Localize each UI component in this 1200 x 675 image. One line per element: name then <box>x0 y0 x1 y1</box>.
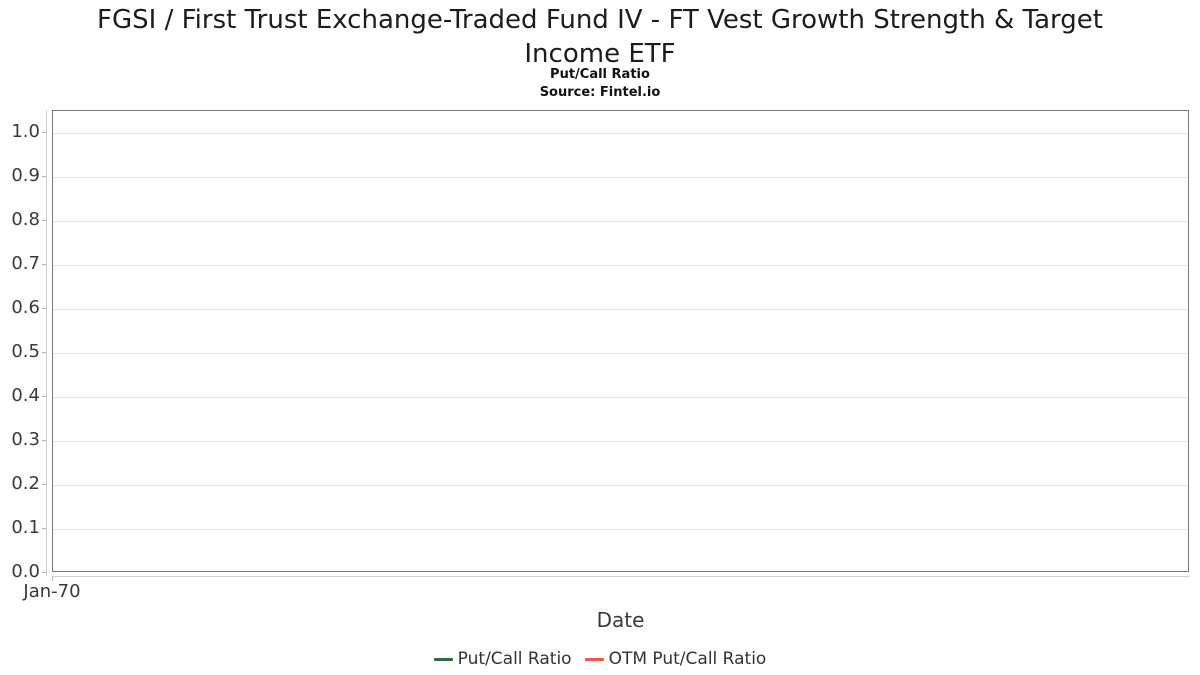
legend: Put/Call Ratio OTM Put/Call Ratio <box>0 649 1200 669</box>
legend-label: OTM Put/Call Ratio <box>608 649 767 669</box>
y-tick-mark <box>42 396 47 397</box>
y-tick-label: 0.0 <box>11 561 40 582</box>
y-tick-label: 0.5 <box>11 341 40 362</box>
gridline <box>53 441 1188 442</box>
plot-area <box>52 110 1189 572</box>
y-tick-mark <box>42 176 47 177</box>
gridline <box>53 529 1188 530</box>
y-tick-mark <box>42 308 47 309</box>
gridline <box>53 397 1188 398</box>
y-tick-mark <box>42 220 47 221</box>
chart-title: FGSI / First Trust Exchange-Traded Fund … <box>0 3 1200 71</box>
y-tick-label: 0.6 <box>11 297 40 318</box>
chart-title-line-2: Income ETF <box>524 39 676 69</box>
y-tick-mark <box>42 528 47 529</box>
y-tick-label: 0.7 <box>11 253 40 274</box>
gridline <box>53 133 1188 134</box>
y-tick-label: 0.3 <box>11 429 40 450</box>
y-tick-mark <box>42 132 47 133</box>
gridline <box>53 485 1188 486</box>
legend-line-swatch <box>584 657 604 661</box>
chart-source: Source: Fintel.io <box>539 85 661 100</box>
x-tick-mark <box>52 577 53 581</box>
y-tick-label: 1.0 <box>11 121 40 142</box>
gridline <box>53 221 1188 222</box>
gridline <box>53 309 1188 310</box>
y-axis-line <box>46 110 47 576</box>
x-axis-title: Date <box>596 608 645 632</box>
y-tick-mark <box>42 572 47 573</box>
y-tick-label: 0.9 <box>11 165 40 186</box>
legend-label: Put/Call Ratio <box>457 649 572 669</box>
y-tick-mark <box>42 484 47 485</box>
gridline <box>53 177 1188 178</box>
legend-line-swatch <box>433 657 453 661</box>
gridline <box>53 265 1188 266</box>
x-axis-line <box>52 576 1189 577</box>
y-tick-label: 0.8 <box>11 209 40 230</box>
chart-subtitle: Put/Call Ratio <box>550 67 650 82</box>
gridline <box>53 353 1188 354</box>
chart-title-line-1: FGSI / First Trust Exchange-Traded Fund … <box>97 5 1103 35</box>
y-tick-label: 0.2 <box>11 473 40 494</box>
x-tick-label: Jan-70 <box>23 581 81 602</box>
legend-item: OTM Put/Call Ratio <box>584 649 767 669</box>
legend-item: Put/Call Ratio <box>433 649 572 669</box>
y-tick-mark <box>42 352 47 353</box>
y-tick-mark <box>42 440 47 441</box>
y-tick-mark <box>42 264 47 265</box>
y-tick-label: 0.1 <box>11 517 40 538</box>
y-tick-label: 0.4 <box>11 385 40 406</box>
